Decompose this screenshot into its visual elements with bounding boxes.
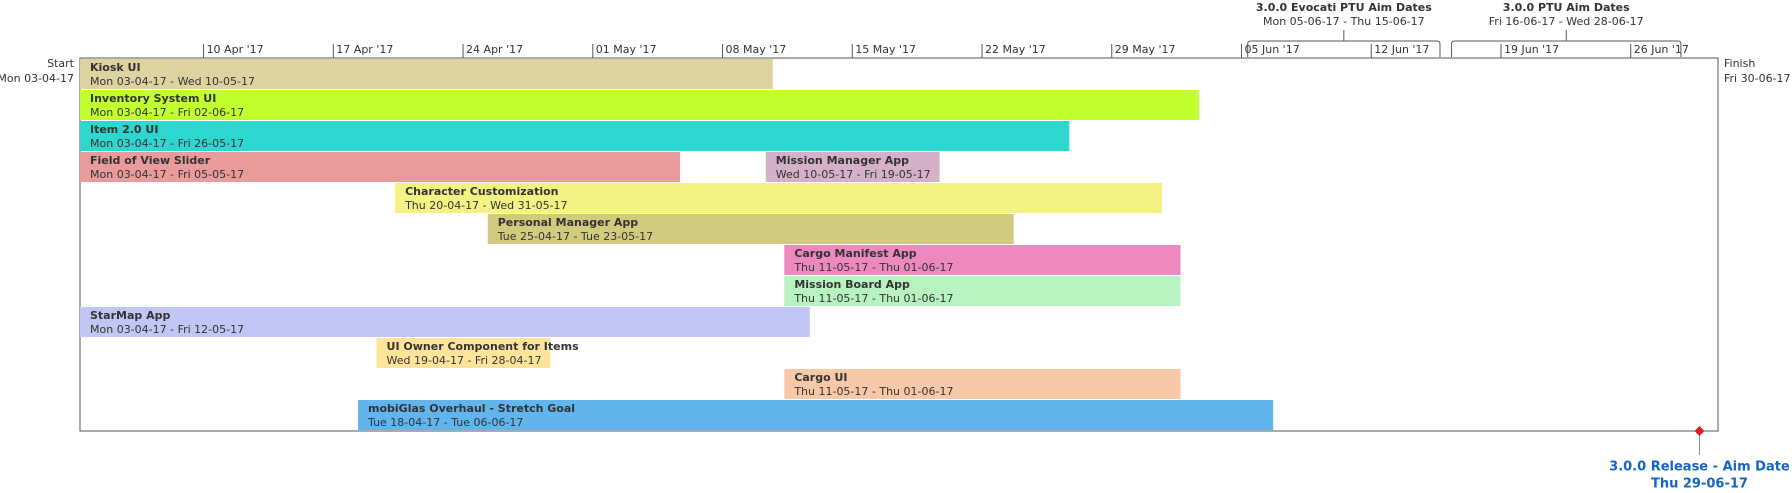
- task-dates: Mon 03-04-17 - Fri 05-05-17: [90, 168, 244, 181]
- x-tick-label: 01 May '17: [596, 43, 657, 56]
- bracket: [1247, 30, 1441, 57]
- x-tick-label: 15 May '17: [855, 43, 916, 56]
- x-tick-label: 22 May '17: [985, 43, 1046, 56]
- task-bar: [80, 152, 681, 182]
- finish-date: Fri 30-06-17: [1724, 72, 1791, 85]
- task-dates: Tue 18-04-17 - Tue 06-06-17: [367, 416, 523, 429]
- task-bar: [784, 276, 1181, 306]
- task-name: Item 2.0 UI: [90, 123, 158, 136]
- task-dates: Thu 11-05-17 - Thu 01-06-17: [793, 292, 953, 305]
- task-name: Inventory System UI: [90, 92, 216, 105]
- task-bar: [487, 214, 1014, 244]
- task-bar: [784, 245, 1181, 275]
- task-bar: [80, 307, 810, 337]
- task-bar: [784, 369, 1181, 399]
- task-dates: Wed 19-04-17 - Fri 28-04-17: [387, 354, 542, 367]
- task-name: Mission Manager App: [776, 154, 909, 167]
- milestone-diamond: [1694, 426, 1705, 436]
- start-label: Start: [47, 57, 75, 70]
- milestone-name: 3.0.0 Release - Aim Date: [1609, 460, 1790, 475]
- start-date: Mon 03-04-17: [0, 72, 74, 85]
- task-name: UI Owner Component for Items: [387, 340, 580, 353]
- task-name: StarMap App: [90, 309, 170, 322]
- x-tick-label: 26 Jun '17: [1634, 43, 1689, 56]
- finish-label: Finish: [1724, 57, 1755, 70]
- task-name: Field of View Slider: [90, 154, 211, 167]
- task-bar: [395, 183, 1162, 213]
- bracket-dates: Fri 16-06-17 - Wed 28-06-17: [1489, 15, 1644, 28]
- task-bar: [765, 152, 940, 182]
- task-bar: [376, 338, 551, 368]
- task-dates: Thu 11-05-17 - Thu 01-06-17: [793, 385, 953, 398]
- task-bar: [80, 121, 1070, 151]
- x-tick-label: 29 May '17: [1115, 43, 1176, 56]
- task-bar: [358, 400, 1274, 430]
- task-dates: Mon 03-04-17 - Fri 12-05-17: [90, 323, 244, 336]
- task-dates: Wed 10-05-17 - Fri 19-05-17: [776, 168, 931, 181]
- task-name: Cargo UI: [794, 371, 847, 384]
- task-name: Kiosk UI: [90, 61, 141, 74]
- bracket: [1451, 30, 1682, 57]
- bracket-name: 3.0.0 Evocati PTU Aim Dates: [1256, 1, 1432, 14]
- task-name: Character Customization: [405, 185, 558, 198]
- task-name: Cargo Manifest App: [794, 247, 916, 260]
- task-name: mobiGlas Overhaul - Stretch Goal: [368, 402, 575, 415]
- bracket-name: 3.0.0 PTU Aim Dates: [1503, 1, 1630, 14]
- task-bar: [80, 90, 1200, 120]
- task-dates: Mon 03-04-17 - Fri 02-06-17: [90, 106, 244, 119]
- task-dates: Tue 25-04-17 - Tue 23-05-17: [497, 230, 653, 243]
- x-tick-label: 10 Apr '17: [207, 43, 264, 56]
- x-tick-label: 19 Jun '17: [1504, 43, 1559, 56]
- task-dates: Thu 20-04-17 - Wed 31-05-17: [404, 199, 567, 212]
- task-dates: Mon 03-04-17 - Wed 10-05-17: [90, 75, 255, 88]
- x-tick-label: 08 May '17: [726, 43, 787, 56]
- x-tick-label: 05 Jun '17: [1245, 43, 1300, 56]
- chart-frame: [79, 57, 1719, 432]
- task-dates: Mon 03-04-17 - Fri 26-05-17: [90, 137, 244, 150]
- task-name: Mission Board App: [794, 278, 910, 291]
- task-name: Personal Manager App: [498, 216, 639, 229]
- milestone-date: Thu 29-06-17: [1651, 477, 1748, 492]
- x-tick-label: 12 Jun '17: [1374, 43, 1429, 56]
- bracket-dates: Mon 05-06-17 - Thu 15-06-17: [1263, 15, 1425, 28]
- task-bar: [80, 59, 773, 89]
- x-tick-label: 17 Apr '17: [336, 43, 393, 56]
- x-tick-label: 24 Apr '17: [466, 43, 523, 56]
- task-dates: Thu 11-05-17 - Thu 01-06-17: [793, 261, 953, 274]
